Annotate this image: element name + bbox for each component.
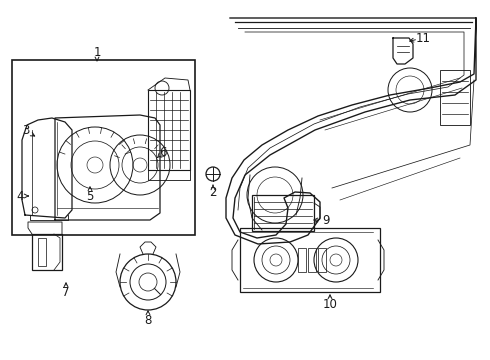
Text: 2: 2 (209, 186, 217, 199)
Bar (148, 90, 190, 170)
Text: 10: 10 (322, 298, 338, 311)
Bar (12, 60, 195, 235)
Text: 9: 9 (322, 213, 330, 226)
Text: 8: 8 (145, 314, 152, 327)
Bar (240, 228, 380, 292)
Text: 5: 5 (86, 189, 94, 202)
Bar (440, 70, 470, 125)
Text: 1: 1 (93, 45, 101, 58)
Bar (252, 195, 314, 231)
Bar (298, 248, 306, 272)
Text: 3: 3 (23, 125, 30, 138)
Bar (32, 234, 62, 270)
Bar (308, 248, 316, 272)
Bar (318, 248, 326, 272)
Text: 11: 11 (416, 31, 431, 45)
Text: 7: 7 (62, 287, 70, 300)
Text: 4: 4 (16, 189, 24, 202)
Text: 6: 6 (159, 145, 167, 158)
Bar (38, 238, 46, 266)
